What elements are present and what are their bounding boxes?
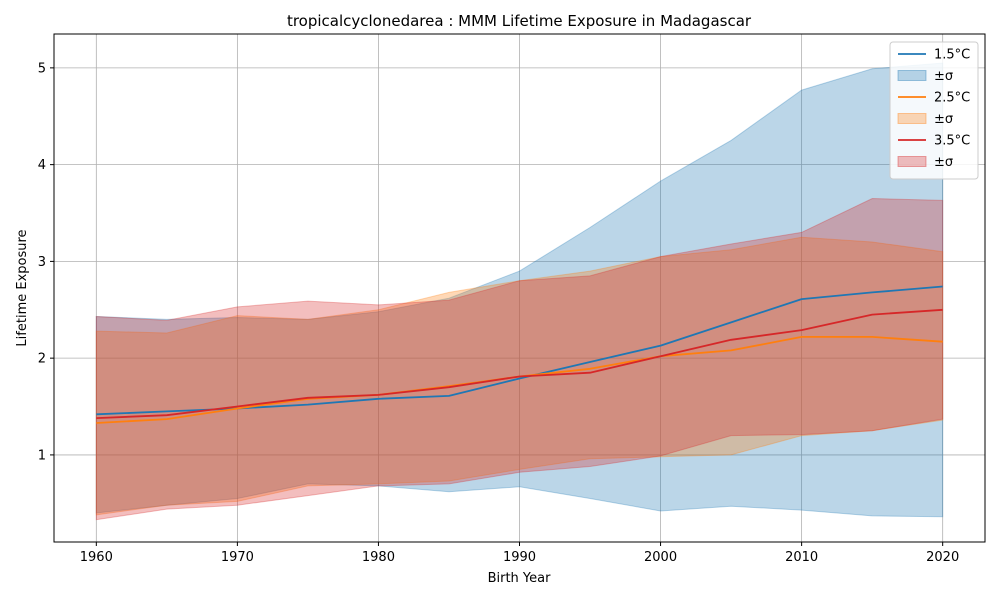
tick-layer: 1960 1970 1980 1990 2000 2010 2020 1 2 3 4 5 (38, 61, 960, 565)
legend: 1.5°C ±σ 2.5°C ±σ 3.5°C ±σ (889, 41, 979, 180)
legend-label: ±σ (934, 112, 953, 127)
legend-band-swatch (897, 70, 927, 81)
grid-layer (54, 34, 985, 542)
y-tick-label: 1 (38, 448, 46, 463)
legend-label: 1.5°C (934, 48, 970, 63)
y-tick-label: 3 (38, 255, 46, 270)
x-tick-label: 1960 (80, 550, 113, 565)
line-layer (96, 285, 943, 424)
y-tick-label: 2 (38, 352, 46, 367)
legend-band-swatch (897, 113, 927, 124)
y-tick-label: 5 (38, 61, 46, 76)
chart-title: tropicalcyclonedarea : MMM Lifetime Expo… (287, 12, 752, 30)
x-tick-label: 2000 (644, 550, 677, 565)
x-axis-title: Birth Year (488, 571, 552, 586)
x-tick-label: 1970 (221, 550, 254, 565)
y-axis-title: Lifetime Exposure (15, 229, 30, 346)
band-series-1 (95, 62, 944, 518)
legend-label: ±σ (934, 69, 953, 84)
legend-band-swatch (897, 156, 927, 167)
line-series-3 (96, 308, 943, 419)
legend-label: 2.5°C (934, 91, 970, 106)
legend-box (889, 41, 979, 180)
legend-label: ±σ (934, 155, 953, 170)
legend-label: 3.5°C (934, 134, 970, 149)
x-tick-label: 2020 (926, 550, 959, 565)
x-tick-label: 1980 (362, 550, 395, 565)
y-tick-label: 4 (38, 158, 46, 173)
x-tick-label: 2010 (785, 550, 818, 565)
x-tick-label: 1990 (503, 550, 536, 565)
band-series-3 (95, 197, 944, 521)
